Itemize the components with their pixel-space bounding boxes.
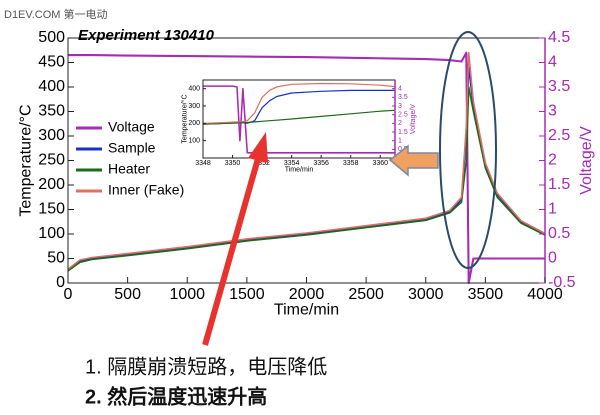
y-tick-label: 200 bbox=[38, 176, 65, 193]
y2-axis-label: Voltage/V bbox=[578, 126, 595, 195]
inset-background bbox=[172, 68, 422, 183]
series-line bbox=[68, 51, 545, 285]
x-tick-label: 500 bbox=[114, 286, 141, 303]
series-line bbox=[67, 51, 546, 270]
highlight-ellipse bbox=[439, 31, 497, 269]
y2-tick-label: 1.5 bbox=[548, 176, 570, 193]
y2-tick-label: 2 bbox=[548, 152, 557, 169]
y-tick-label: 150 bbox=[38, 201, 65, 218]
x-tick-label: 3352 bbox=[254, 160, 270, 167]
main-chart: 0 500 1000 1500 2000 2500 3000 3500 400005010015… bbox=[18, 27, 595, 318]
chart-title: Experiment 130410 bbox=[78, 27, 215, 44]
y-axis-label: Temperature/°C bbox=[181, 94, 189, 143]
x-tick-label: 4000 bbox=[527, 286, 563, 303]
x-tick-label: 3348 bbox=[195, 160, 211, 167]
y-tick-label: 250 bbox=[38, 152, 65, 169]
arrow-head bbox=[248, 132, 268, 163]
y-tick-label: 300 bbox=[188, 103, 200, 110]
x-tick-label: 3356 bbox=[313, 160, 329, 167]
x-tick-label: 3350 bbox=[225, 160, 241, 167]
y-tick-label: 450 bbox=[38, 54, 65, 71]
y2-axis-label: Voltage/V bbox=[410, 104, 417, 134]
y2-tick-label: 3.5 bbox=[398, 94, 408, 101]
y2-tick-label: 3 bbox=[398, 103, 402, 110]
watermark: D1EV.COM 第一电动 bbox=[4, 7, 108, 21]
y-tick-label: 50 bbox=[47, 250, 65, 267]
y2-tick-label: 3 bbox=[548, 103, 557, 120]
y-tick-label: 400 bbox=[38, 78, 65, 95]
y2-tick-label: 4 bbox=[398, 86, 402, 93]
legend-label: Inner (Fake) bbox=[108, 182, 184, 198]
legend-label: Heater bbox=[108, 161, 150, 177]
y-tick-label: 200 bbox=[188, 120, 200, 127]
x-tick-label: 1500 bbox=[229, 286, 265, 303]
legend-label: Voltage bbox=[108, 119, 155, 135]
y-tick-label: 400 bbox=[188, 86, 200, 93]
red-arrow bbox=[202, 132, 268, 346]
y-tick-label: 350 bbox=[38, 103, 65, 120]
y2-tick-label: -0.5 bbox=[548, 274, 576, 291]
x-tick-label: 1000 bbox=[169, 286, 205, 303]
arrow-shaft bbox=[202, 154, 262, 346]
y-axis-label: Temperature/°C bbox=[18, 104, 35, 216]
y2-tick-label: 4.5 bbox=[548, 29, 570, 46]
x-tick-label: 2000 bbox=[289, 286, 325, 303]
x-tick-label: 2500 bbox=[348, 286, 384, 303]
x-axis-label: Time/min bbox=[274, 301, 339, 318]
y2-tick-label: 1.5 bbox=[398, 129, 408, 136]
note: 1. 隔膜崩溃短路，电压降低 bbox=[85, 355, 327, 378]
y2-tick-label: 2.5 bbox=[548, 127, 570, 144]
series-line bbox=[202, 109, 396, 125]
x-tick-label: 3360 bbox=[372, 160, 388, 167]
y2-tick-label: 3.5 bbox=[548, 78, 570, 95]
series-line bbox=[67, 66, 546, 272]
x-tick-label: 3000 bbox=[408, 286, 444, 303]
x-tick-label: 3358 bbox=[343, 160, 359, 167]
x-tick-label: 3500 bbox=[468, 286, 504, 303]
note: 2. 然后温度迅速升高 bbox=[85, 384, 267, 408]
y2-tick-label: 1 bbox=[398, 138, 402, 145]
y2-tick-label: 1 bbox=[548, 201, 557, 218]
y2-tick-label: 2.5 bbox=[398, 112, 408, 119]
orange-arrow bbox=[388, 144, 439, 177]
series-line bbox=[67, 86, 546, 272]
x-tick-label: 3354 bbox=[284, 160, 300, 167]
y2-tick-label: 0 bbox=[548, 250, 557, 267]
x-tick-label: 0 bbox=[64, 286, 73, 303]
y-tick-label: 300 bbox=[38, 127, 65, 144]
y-tick-label: 0 bbox=[56, 274, 65, 291]
series-line bbox=[202, 82, 396, 124]
y-tick-label: 100 bbox=[38, 225, 65, 242]
x-axis-label: Time/min bbox=[285, 167, 314, 174]
legend-label: Sample bbox=[108, 140, 156, 156]
y2-tick-label: 0.5 bbox=[548, 225, 570, 242]
y-tick-label: 500 bbox=[38, 29, 65, 46]
y2-tick-label: 4 bbox=[548, 54, 557, 71]
y-tick-label: 100 bbox=[188, 138, 200, 145]
y2-tick-label: 2 bbox=[398, 120, 402, 127]
